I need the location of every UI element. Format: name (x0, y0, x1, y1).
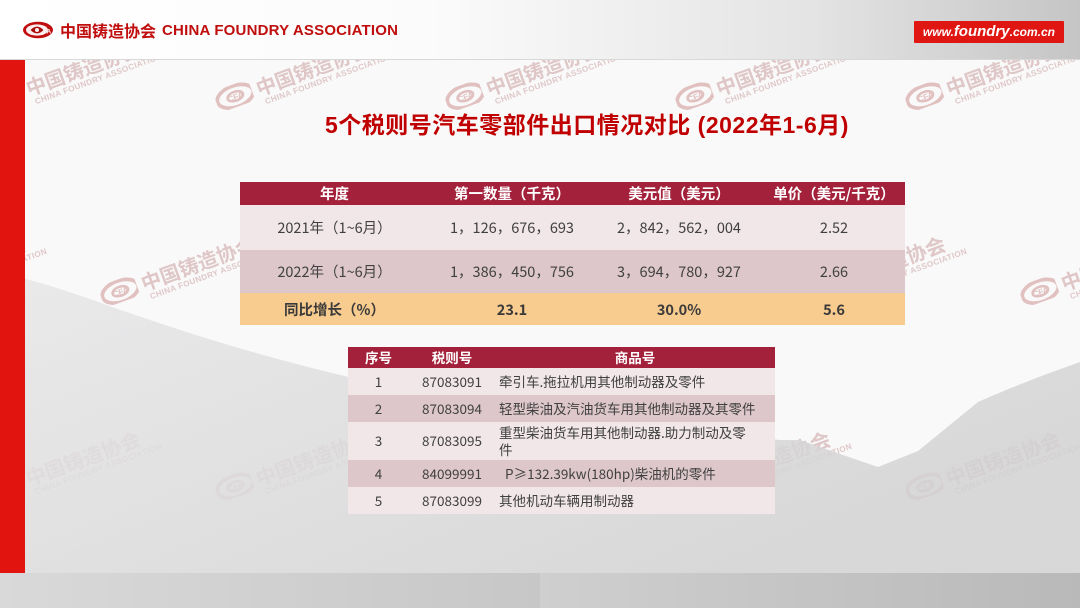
svg-text:FA: FA (43, 28, 52, 35)
